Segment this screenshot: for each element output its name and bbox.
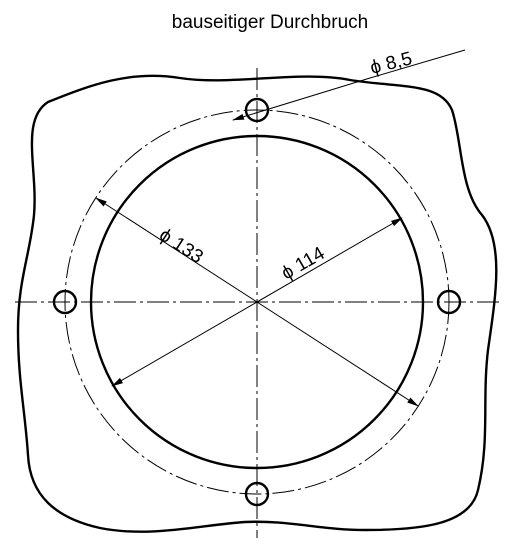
dim-label: ϕ 8,5 [368,48,414,79]
hole [436,289,462,315]
hole [244,481,270,507]
inner-circle [89,134,425,470]
title: bauseitiger Durchbruch [172,12,368,33]
hole [52,289,78,315]
dim-label: ϕ 133 [155,225,206,269]
dim-label: ϕ 114 [278,243,329,285]
hole [244,97,270,123]
outline [16,74,498,533]
leader-8-5 [232,49,466,121]
bolt-circle [64,109,450,495]
dim-line-114 [111,217,403,387]
